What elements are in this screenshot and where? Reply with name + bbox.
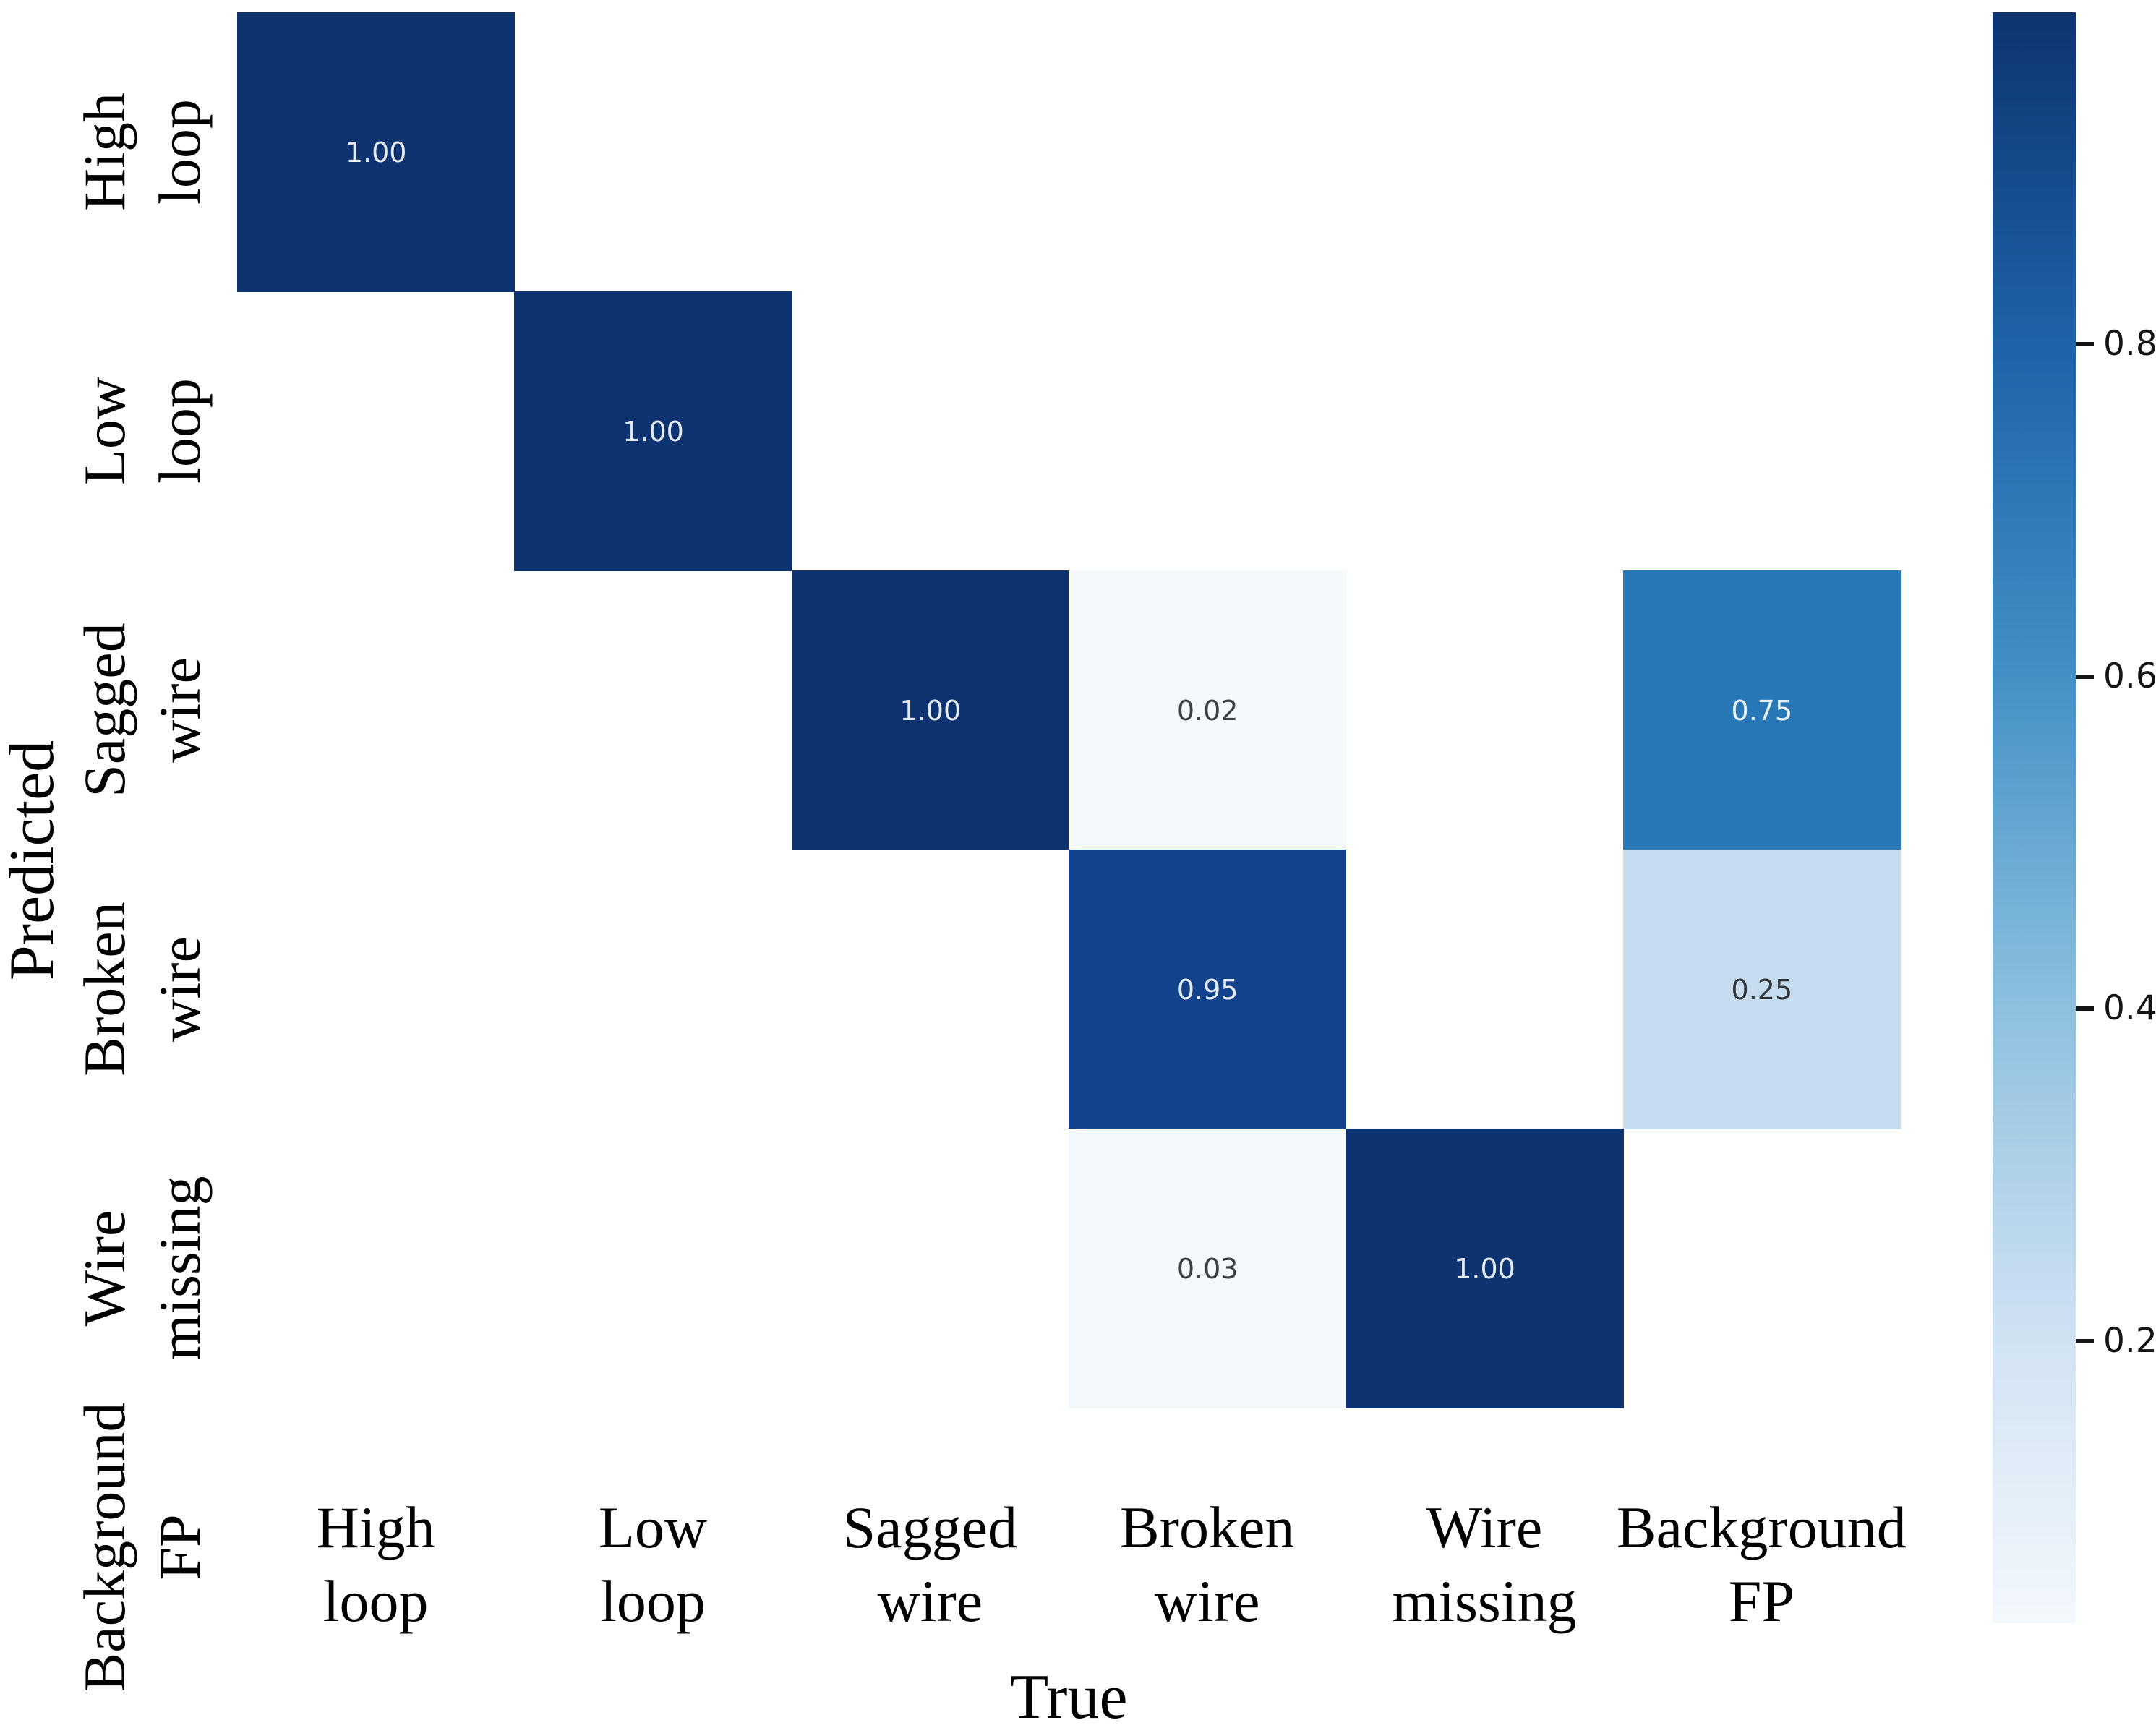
cell-value: 1.00	[1454, 1252, 1515, 1285]
cell-value: 0.95	[1176, 973, 1239, 1006]
x-tick-label: Low loop	[598, 1494, 708, 1634]
heatmap-cell: 0.75	[1622, 570, 1901, 850]
cell-value: 1.00	[345, 136, 407, 168]
x-tick-label: Sagged wire	[842, 1494, 1018, 1634]
heatmap-cell: 1.00	[237, 12, 516, 292]
heatmap-cell: 1.00	[791, 570, 1069, 850]
heatmap-cell: 0.25	[1622, 850, 1901, 1129]
cell-value: 0.75	[1731, 694, 1793, 727]
heatmap-cell: 0.02	[1069, 570, 1347, 850]
heatmap-cell: 0.03	[1069, 1129, 1347, 1408]
colorbar-tick-mark	[2076, 342, 2094, 347]
colorbar-tick-label: 0.8	[2103, 324, 2156, 364]
colorbar-tick-mark	[2076, 674, 2094, 679]
colorbar-tick-mark	[2076, 1006, 2094, 1011]
cell-value: 1.00	[899, 694, 962, 727]
heatmap-cell: 1.00	[1346, 1129, 1624, 1408]
cell-value: 0.03	[1176, 1252, 1239, 1285]
colorbar-tick-label: 0.4	[2103, 988, 2156, 1029]
colorbar	[1993, 12, 2076, 1623]
x-tick-label: Broken wire	[1119, 1494, 1295, 1634]
y-axis-title: Predicted	[0, 740, 67, 981]
x-axis-title: True	[1009, 1662, 1128, 1728]
cell-value: 0.02	[1176, 694, 1239, 727]
colorbar-tick-label: 0.2	[2103, 1320, 2156, 1361]
cell-value: 0.25	[1731, 973, 1793, 1006]
x-tick-label: Wire missing	[1392, 1494, 1577, 1634]
cell-value: 1.00	[623, 415, 684, 448]
x-tick-label: High loop	[316, 1494, 435, 1634]
heatmap-cell: 1.00	[514, 291, 792, 571]
heatmap-cell: 0.95	[1069, 850, 1347, 1129]
colorbar-tick-label: 0.6	[2103, 656, 2156, 696]
x-tick-label: Background FP	[1616, 1494, 1907, 1634]
colorbar-tick-mark	[2076, 1338, 2094, 1343]
